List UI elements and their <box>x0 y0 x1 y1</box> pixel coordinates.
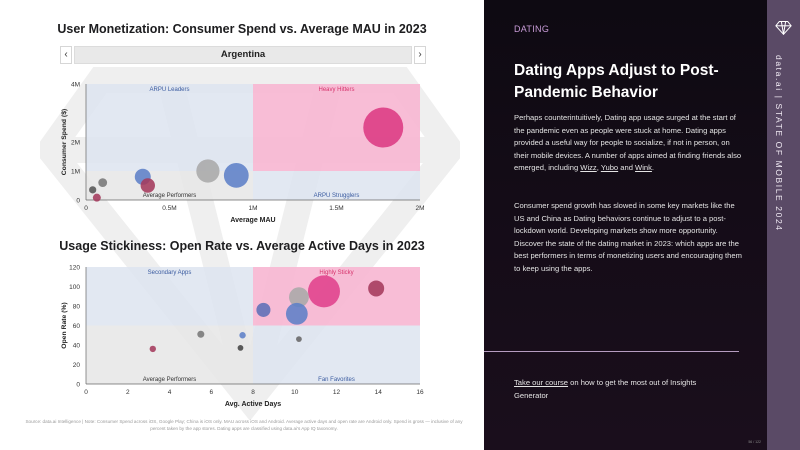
chart2-label-bottom-right: Fan Favorites <box>318 377 355 383</box>
chart1-x-tick-2: 1M <box>248 205 257 212</box>
body-paragraph-2: Consumer spend growth has slowed in some… <box>514 201 742 273</box>
chart1-label-top-left: ARPU Leaders <box>149 87 189 93</box>
chart1-title: User Monetization: Consumer Spend vs. Av… <box>57 22 427 36</box>
chart2-quadrant-bottom-left <box>86 325 253 384</box>
chart2-x-tick-5: 10 <box>291 389 299 396</box>
chart2-label-bottom-left: Average Performers <box>143 377 197 383</box>
chart2-label-top-right: Highly Sticky <box>319 270 353 276</box>
brand-name: data.ai <box>773 55 784 92</box>
chart2-y-tick-3: 60 <box>73 323 81 330</box>
chart1-y-tick-3: 4M <box>71 82 80 89</box>
body1-text: Perhaps counterintuitively, Dating app u… <box>514 113 742 173</box>
chart1-label-bottom-right: ARPU Strugglers <box>314 193 360 199</box>
course-callout: Take our course on how to get the most o… <box>514 377 724 402</box>
section-divider <box>484 351 739 352</box>
category-tag: DATING <box>514 24 550 34</box>
diamond-logo-icon <box>775 21 792 35</box>
brand-side-strip: data.ai | STATE OF MOBILE 2024 <box>767 0 800 450</box>
chart1-y-axis-label: Consumer Spend ($) <box>61 109 68 175</box>
chart2-x-tick-2: 4 <box>168 389 172 396</box>
brand-separator: | <box>773 95 784 100</box>
chart2-bubble-4[interactable] <box>256 302 271 317</box>
chart2-x-tick-3: 6 <box>209 389 213 396</box>
chart2-x-tick-8: 16 <box>416 389 424 396</box>
headline: Dating Apps Adjust to Post-Pandemic Beha… <box>514 62 719 101</box>
chart1-bubble-0[interactable] <box>363 107 404 148</box>
chart2-bubble-3[interactable] <box>368 280 385 297</box>
country-selector: ‹ Argentina › <box>60 46 426 64</box>
left-panel: User Monetization: Consumer Spend vs. Av… <box>25 22 463 431</box>
chart2-quadrant-top-left <box>86 267 253 326</box>
chart2-bubble-8[interactable] <box>237 345 244 351</box>
chart1-x-tick-4: 2M <box>415 205 424 212</box>
page-number: 56 / 122 <box>748 440 761 444</box>
body1-sep1: , <box>596 163 601 173</box>
chart1-label-top-right: Heavy Hitters <box>318 87 354 93</box>
source-footnote: Source: data.ai Intelligence | Note: Con… <box>25 419 463 431</box>
chart2-x-axis-label: Avg. Active Days <box>225 401 281 408</box>
course-rest-text: on how to get the most out of Insights G… <box>514 378 697 400</box>
next-country-button[interactable]: › <box>414 46 426 64</box>
chart1-x-axis-label: Average MAU <box>230 217 275 224</box>
side-brand-text: data.ai | STATE OF MOBILE 2024 <box>774 55 784 232</box>
chart2-x-tick-1: 2 <box>126 389 130 396</box>
chart1-quadrant-bottom-right <box>253 171 420 200</box>
chart2-bubble-6[interactable] <box>239 332 246 339</box>
chart2-title: Usage Stickiness: Open Rate vs. Average … <box>59 239 425 253</box>
chart2-y-tick-2: 40 <box>73 343 81 350</box>
country-dropdown[interactable]: Argentina <box>74 46 412 64</box>
chart2-x-tick-7: 14 <box>375 389 383 396</box>
body1-end: . <box>651 163 655 173</box>
chart1-y-tick-1: 1M <box>71 169 80 176</box>
chart2-bubble-7[interactable] <box>296 336 302 343</box>
chart2-quadrant-bottom-right <box>253 325 420 384</box>
chart2-y-tick-0: 0 <box>76 382 80 389</box>
chart1-y-tick-0: 0 <box>76 198 80 205</box>
chart2-bubble-0[interactable] <box>307 275 340 308</box>
monetization-chart: ARPU Leaders Heavy Hitters Average Perform… <box>61 82 425 225</box>
chart1-bubble-1[interactable] <box>196 159 220 183</box>
chart1-y-tick-2: 2M <box>71 140 80 147</box>
chart1-bubble-7[interactable] <box>92 193 101 202</box>
prev-country-button[interactable]: ‹ <box>60 46 72 64</box>
chart2-bubble-5[interactable] <box>197 330 205 338</box>
chart2-y-axis-label: Open Rate (%) <box>61 302 68 348</box>
chart2-x-tick-4: 8 <box>251 389 255 396</box>
chart1-bubble-6[interactable] <box>89 186 97 194</box>
chart1-x-tick-1: 0.5M <box>162 205 176 212</box>
chart1-bubble-5[interactable] <box>98 178 108 187</box>
yubo-link[interactable]: Yubo <box>600 163 619 173</box>
chart2-y-tick-4: 80 <box>73 304 81 311</box>
chart1-quadrant-top-left <box>86 84 253 171</box>
body1-sep2: and <box>618 163 636 173</box>
chart1-label-bottom-left: Average Performers <box>143 193 197 199</box>
chart1-bubble-2[interactable] <box>223 162 249 188</box>
chart2-bubble-2[interactable] <box>285 302 308 325</box>
chart1-x-tick-0: 0 <box>84 205 88 212</box>
chart2-bubble-1[interactable] <box>289 287 309 308</box>
chart1-bubble-4[interactable] <box>140 178 155 193</box>
stickiness-chart: Secondary Apps Highly Sticky Average Perfo… <box>61 265 424 409</box>
chart2-label-top-left: Secondary Apps <box>148 270 192 276</box>
wizz-link[interactable]: Wizz <box>580 163 597 173</box>
chart2-x-tick-0: 0 <box>84 389 88 396</box>
take-course-link[interactable]: Take our course <box>514 378 569 387</box>
chart2-x-tick-6: 12 <box>333 389 341 396</box>
chart2-y-tick-6: 120 <box>69 265 80 272</box>
body-paragraph-1: Perhaps counterintuitively, Dating app u… <box>514 112 744 175</box>
wink-link[interactable]: Wink <box>635 163 652 173</box>
right-panel: DATING Dating Apps Adjust to Post-Pandem… <box>484 0 767 450</box>
report-name: STATE OF MOBILE 2024 <box>773 103 784 232</box>
chart2-bubble-9[interactable] <box>149 345 156 353</box>
chart2-y-tick-1: 20 <box>73 362 81 369</box>
chart1-x-tick-3: 1.5M <box>329 205 343 212</box>
chart2-y-tick-5: 100 <box>69 284 80 291</box>
